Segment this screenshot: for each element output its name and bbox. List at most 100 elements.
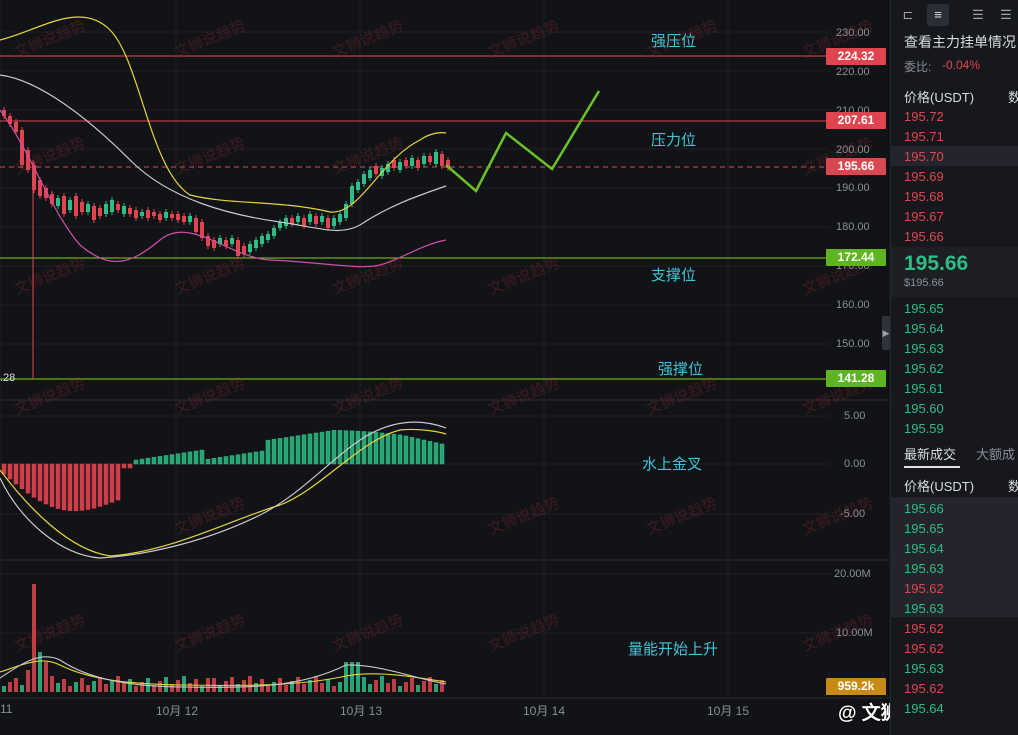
ask-price[interactable]: 195.71 <box>904 129 944 144</box>
ask-price[interactable]: 195.66 <box>904 229 944 244</box>
volume-bar <box>92 681 96 692</box>
tab-active-underline <box>904 466 960 468</box>
volume-bar <box>50 676 54 692</box>
candle-body <box>338 214 342 222</box>
trades-highlight <box>891 497 1018 617</box>
bid-price[interactable]: 195.65 <box>904 301 944 316</box>
volume-bar <box>440 680 444 692</box>
candle-body <box>368 170 372 178</box>
volume-bar <box>272 682 276 692</box>
candle-body <box>14 122 18 132</box>
ask-highlight-row <box>891 146 1018 166</box>
strong-support-price-tag: 141.28 <box>826 370 886 387</box>
macd-bar <box>145 457 151 465</box>
volume-bar <box>296 677 300 692</box>
candle-body <box>50 194 54 204</box>
tab-large-trades[interactable]: 大额成 <box>976 447 1016 462</box>
last-price-usd: $195.66 <box>904 277 944 289</box>
macd-axis-label: 5.00 <box>844 410 866 422</box>
bid-price[interactable]: 195.61 <box>904 381 944 396</box>
volume-bar <box>182 676 186 692</box>
macd-bar <box>7 463 13 480</box>
volume-bar <box>176 680 180 692</box>
candle-body <box>362 174 366 184</box>
macd-bar <box>127 463 133 469</box>
candle-body <box>8 116 12 124</box>
candle-body <box>278 222 282 228</box>
orderbook-bids-icon[interactable]: ☰ <box>972 7 984 22</box>
macd-bar <box>187 451 193 465</box>
price-chart[interactable] <box>0 0 890 735</box>
macd-bar <box>391 433 397 465</box>
volume-bar <box>134 686 138 692</box>
volume-bar <box>230 677 234 692</box>
volume-bar <box>218 685 222 692</box>
macd-bar <box>295 435 301 465</box>
volume-bar <box>224 681 228 692</box>
macd-bar <box>439 443 445 465</box>
candle-body <box>326 218 330 228</box>
trades-quantity-header: 数 <box>1008 476 1018 495</box>
bid-price[interactable]: 195.62 <box>904 361 944 376</box>
macd-bar <box>385 433 391 465</box>
volume-bar <box>332 686 336 692</box>
tab-latest-trades[interactable]: 最新成交 <box>904 447 957 462</box>
candles <box>2 107 450 259</box>
candle-body <box>134 210 138 218</box>
volume-bar <box>122 683 126 692</box>
ask-price[interactable]: 195.68 <box>904 189 944 204</box>
candle-body <box>314 216 318 224</box>
orderbook-layout-icon[interactable]: ⊏ <box>902 7 914 22</box>
volume-bar <box>410 678 414 692</box>
bid-price[interactable]: 195.60 <box>904 401 944 416</box>
candle-body <box>188 216 192 222</box>
volume-axis-label: 10.00M <box>836 627 873 639</box>
trade-price: 195.62 <box>904 681 944 696</box>
volume-price-tag: 959.2k <box>826 678 886 695</box>
price-axis-label: 220.00 <box>836 66 870 78</box>
price-axis-label: 150.00 <box>836 338 870 350</box>
middle-band <box>0 74 447 232</box>
bid-price[interactable]: 195.59 <box>904 421 944 436</box>
panel-collapse-handle[interactable]: ▶ <box>882 316 890 350</box>
volume-bar <box>422 681 426 692</box>
ask-price[interactable]: 195.67 <box>904 209 944 224</box>
volume-bar <box>404 682 408 692</box>
candle-body <box>176 214 180 220</box>
candle-body <box>122 206 126 214</box>
candle-body <box>242 246 246 254</box>
macd-signal-line <box>0 428 447 557</box>
macd-bar <box>25 463 31 494</box>
macd-bar <box>331 430 337 465</box>
price-axis-label: 200.00 <box>836 144 870 156</box>
ask-price[interactable]: 195.70 <box>904 149 944 164</box>
macd-bar <box>61 463 67 511</box>
strong-resistance-price-tag: 224.32 <box>826 48 886 65</box>
macd-bar <box>325 430 331 465</box>
ask-price[interactable]: 195.72 <box>904 109 944 124</box>
macd-bar <box>247 452 253 465</box>
volume-bar <box>356 662 360 692</box>
orderbook-both-icon[interactable]: ≡ <box>927 4 949 26</box>
ask-price[interactable]: 195.69 <box>904 169 944 184</box>
orderbook-asks-icon[interactable]: ☰ <box>1000 7 1012 22</box>
macd-bar <box>103 463 109 505</box>
volume-bar <box>68 686 72 692</box>
macd-bar <box>433 442 439 465</box>
candle-body <box>218 238 222 244</box>
bid-price[interactable]: 195.63 <box>904 341 944 356</box>
candle-body <box>260 236 264 244</box>
volume-bar <box>284 685 288 692</box>
volume-bar <box>344 662 348 692</box>
chart-area[interactable]: 文狮说趋势 文狮说趋势 文狮说趋势 文狮说趋势 文狮说趋势 文狮说趋势 文狮说趋… <box>0 0 957 735</box>
macd-bar <box>193 450 199 465</box>
candle-body <box>392 160 396 168</box>
candle-body <box>356 182 360 190</box>
macd-bar <box>139 458 145 465</box>
bid-price[interactable]: 195.64 <box>904 321 944 336</box>
indicator-toolbar[interactable] <box>0 727 890 735</box>
quantity-column-header: 数 <box>1008 87 1018 106</box>
volume-bar <box>80 678 84 692</box>
volume-bar <box>170 684 174 692</box>
volume-bar <box>416 685 420 692</box>
